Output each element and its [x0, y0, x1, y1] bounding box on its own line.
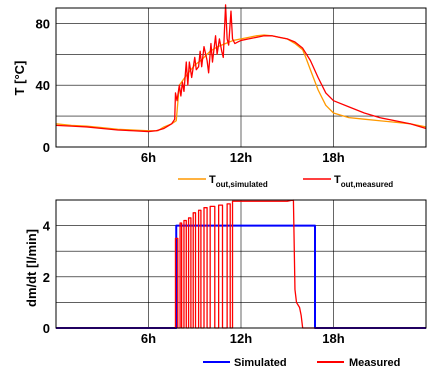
temperature-plot-frame [55, 7, 427, 148]
flow-rate-x-tick-label: 18h [322, 331, 344, 346]
flow-rate-chart: 0 2 4 6h 12h 18h dm/dt [l/min] Simulated Mea… [24, 199, 427, 369]
temperature-x-tick-label: 18h [322, 150, 344, 165]
flow-rate-legend: Simulated Measured [203, 357, 400, 369]
temperature-y-axis-label: T [°C] [12, 61, 27, 96]
legend-label-simulated-flow: Simulated [234, 357, 287, 369]
legend-label-measured-flow: Measured [349, 357, 400, 369]
flow-rate-x-tick-label: 6h [141, 331, 156, 346]
flow-rate-y-ticks: 0 2 4 [43, 219, 51, 336]
temperature-x-tick-label: 6h [141, 150, 156, 165]
legend-label-measured: Tout,measured [334, 174, 393, 189]
flow-rate-y-axis-label: dm/dt [l/min] [24, 229, 39, 307]
flow-rate-plot-frame [55, 199, 427, 329]
temperature-y-ticks: 0 40 80 [36, 16, 50, 155]
flow-rate-y-tick-label: 2 [43, 270, 50, 285]
legend-label-simulated: Tout,simulated [209, 174, 268, 189]
temperature-x-ticks: 6h 12h 18h [141, 150, 345, 165]
flow-rate-y-tick-label: 0 [43, 321, 50, 336]
temperature-y-tick-label: 80 [36, 16, 50, 31]
temperature-y-tick-label: 0 [43, 140, 50, 155]
temperature-x-tick-label: 12h [230, 150, 252, 165]
flow-rate-grid [56, 200, 426, 329]
temperature-chart: 0 40 80 6h 12h 18h T [°C] Tout,simulated Tou… [12, 4, 427, 189]
temperature-grid [56, 8, 426, 148]
temperature-y-tick-label: 40 [36, 78, 50, 93]
flow-rate-x-tick-label: 12h [230, 331, 252, 346]
temperature-series-line-1 [55, 4, 427, 133]
flow-rate-x-ticks: 6h 12h 18h [141, 331, 345, 346]
temperature-legend: Tout,simulated Tout,measured [178, 174, 393, 189]
flow-rate-y-tick-label: 4 [43, 219, 51, 234]
temperature-series [55, 4, 427, 133]
